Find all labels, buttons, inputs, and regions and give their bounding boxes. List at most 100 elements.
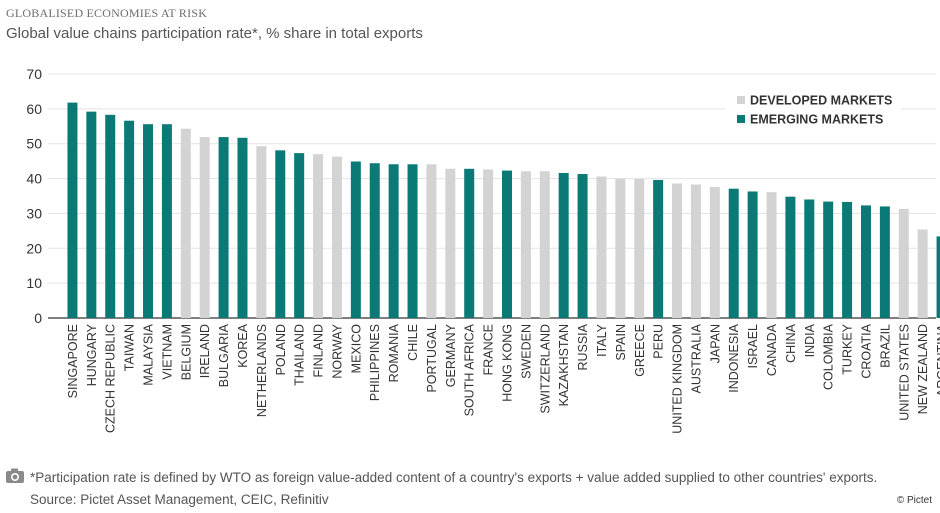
bar-norway — [331, 156, 342, 318]
bar-new-zealand — [917, 229, 928, 318]
x-tick-label: SPAIN — [614, 324, 628, 361]
x-tick-label: MALAYSIA — [142, 323, 156, 385]
x-tick-label: CHINA — [784, 323, 798, 363]
bar-china — [785, 196, 796, 318]
legend-box — [725, 89, 901, 133]
bar-russia — [577, 174, 588, 318]
bar-israel — [747, 191, 758, 318]
x-tick-label: GERMANY — [444, 323, 458, 387]
bar-vietnam — [161, 124, 172, 319]
bar-philippines — [369, 163, 380, 318]
bar-malaysia — [143, 124, 154, 319]
x-tick-label: INDONESIA — [727, 323, 741, 392]
x-tick-label: SWITZERLAND — [538, 324, 552, 414]
x-tick-labels: SINGAPORE HUNGARY CZECH REPUBLIC TAIWAN MALA… — [66, 323, 940, 433]
bar-france — [483, 169, 494, 318]
x-tick-label: PERU — [652, 324, 666, 359]
x-tick-label: BELGIUM — [179, 324, 193, 380]
legend-swatch-emerging — [737, 115, 745, 123]
y-tick-label: 60 — [26, 101, 42, 117]
bar-bulgaria — [218, 137, 229, 318]
x-tick-label: CROATIA — [859, 323, 873, 378]
bar-switzerland — [539, 171, 550, 318]
y-tick-label: 30 — [26, 205, 42, 221]
x-tick-label: CHILE — [406, 324, 420, 361]
x-tick-label: ROMANIA — [387, 323, 401, 382]
bar-thailand — [294, 153, 305, 318]
bar-spain — [615, 178, 626, 318]
bar-croatia — [860, 205, 871, 318]
bar-korea — [237, 137, 248, 318]
x-tick-label: FRANCE — [482, 324, 496, 375]
x-tick-label: FINLAND — [312, 324, 326, 377]
bar-taiwan — [124, 120, 135, 318]
bar-greece — [634, 178, 645, 318]
bar-poland — [275, 150, 286, 318]
bar-czech-republic — [105, 114, 116, 318]
x-tick-label: INDIA — [803, 323, 817, 357]
bar-brazil — [879, 206, 890, 318]
bar-peru — [653, 179, 664, 318]
x-tick-label: RUSSIA — [576, 323, 590, 370]
x-tick-label: NETHERLANDS — [255, 324, 269, 417]
x-tick-label: PHILIPPINES — [368, 324, 382, 401]
x-tick-label: BULGARIA — [217, 323, 231, 387]
x-tick-label: ITALY — [595, 323, 609, 357]
bar-belgium — [180, 128, 191, 318]
x-tick-label: AUSTRALIA — [689, 323, 703, 393]
x-tick-label: ARGENTINA — [935, 323, 940, 397]
bar-turkey — [842, 201, 853, 318]
y-tick-label: 10 — [26, 275, 42, 291]
bars — [67, 102, 940, 319]
x-tick-label: POLAND — [274, 324, 288, 375]
x-tick-label: IRELAND — [198, 324, 212, 378]
x-tick-label: UNITED KINGDOM — [671, 324, 685, 434]
bar-ireland — [199, 137, 210, 318]
x-tick-label: SOUTH AFRICA — [463, 323, 477, 416]
legend: DEVELOPED MARKETS EMERGING MARKETS — [725, 89, 901, 133]
x-tick-label: ISRAEL — [746, 324, 760, 369]
bar-japan — [709, 186, 720, 318]
x-tick-label: CZECH REPUBLIC — [104, 324, 118, 433]
bar-south-africa — [464, 168, 475, 318]
bar-argentina — [936, 236, 940, 318]
bar-mexico — [350, 161, 361, 318]
chart-subtitle: Global value chains participation rate*,… — [6, 25, 423, 42]
y-tick-label: 70 — [26, 66, 42, 82]
bar-hungary — [86, 111, 97, 318]
bar-italy — [596, 176, 607, 318]
x-tick-label: HUNGARY — [85, 323, 99, 386]
bar-chile — [407, 164, 418, 318]
bar-indonesia — [728, 188, 739, 318]
bar-united-kingdom — [672, 183, 683, 318]
bar-netherlands — [256, 146, 267, 318]
x-tick-label: MEXICO — [349, 324, 363, 374]
x-tick-label: THAILAND — [293, 324, 307, 386]
bar-finland — [313, 154, 324, 318]
x-tick-label: COLOMBIA — [822, 323, 836, 390]
credit: © Pictet — [896, 495, 932, 506]
x-tick-label: TAIWAN — [123, 324, 137, 371]
bar-hong-kong — [502, 170, 512, 318]
bar-singapore — [67, 102, 78, 318]
x-tick-label: UNITED STATES — [897, 324, 911, 421]
legend-label-developed: DEVELOPED MARKETS — [750, 94, 892, 108]
bar-colombia — [823, 201, 834, 318]
y-tick-label: 0 — [34, 310, 42, 326]
x-tick-label: SWEDEN — [519, 324, 533, 379]
x-tick-label: CANADA — [765, 323, 779, 376]
x-tick-label: NEW ZEALAND — [916, 324, 930, 414]
x-tick-label: KOREA — [236, 323, 250, 367]
x-tick-label: KAZAKHSTAN — [557, 324, 571, 406]
chart-kicker: GLOBALISED ECONOMIES AT RISK — [6, 6, 208, 20]
bar-kazakhstan — [558, 172, 569, 318]
x-tick-label: SINGAPORE — [66, 324, 80, 398]
y-tick-label: 50 — [26, 136, 42, 152]
y-tick-label: 40 — [26, 171, 42, 187]
bar-canada — [766, 192, 777, 318]
x-tick-label: HONG KONG — [501, 324, 515, 402]
legend-swatch-developed — [737, 96, 745, 104]
x-tick-label: VIETNAM — [160, 324, 174, 380]
x-tick-label: GREECE — [633, 324, 647, 377]
